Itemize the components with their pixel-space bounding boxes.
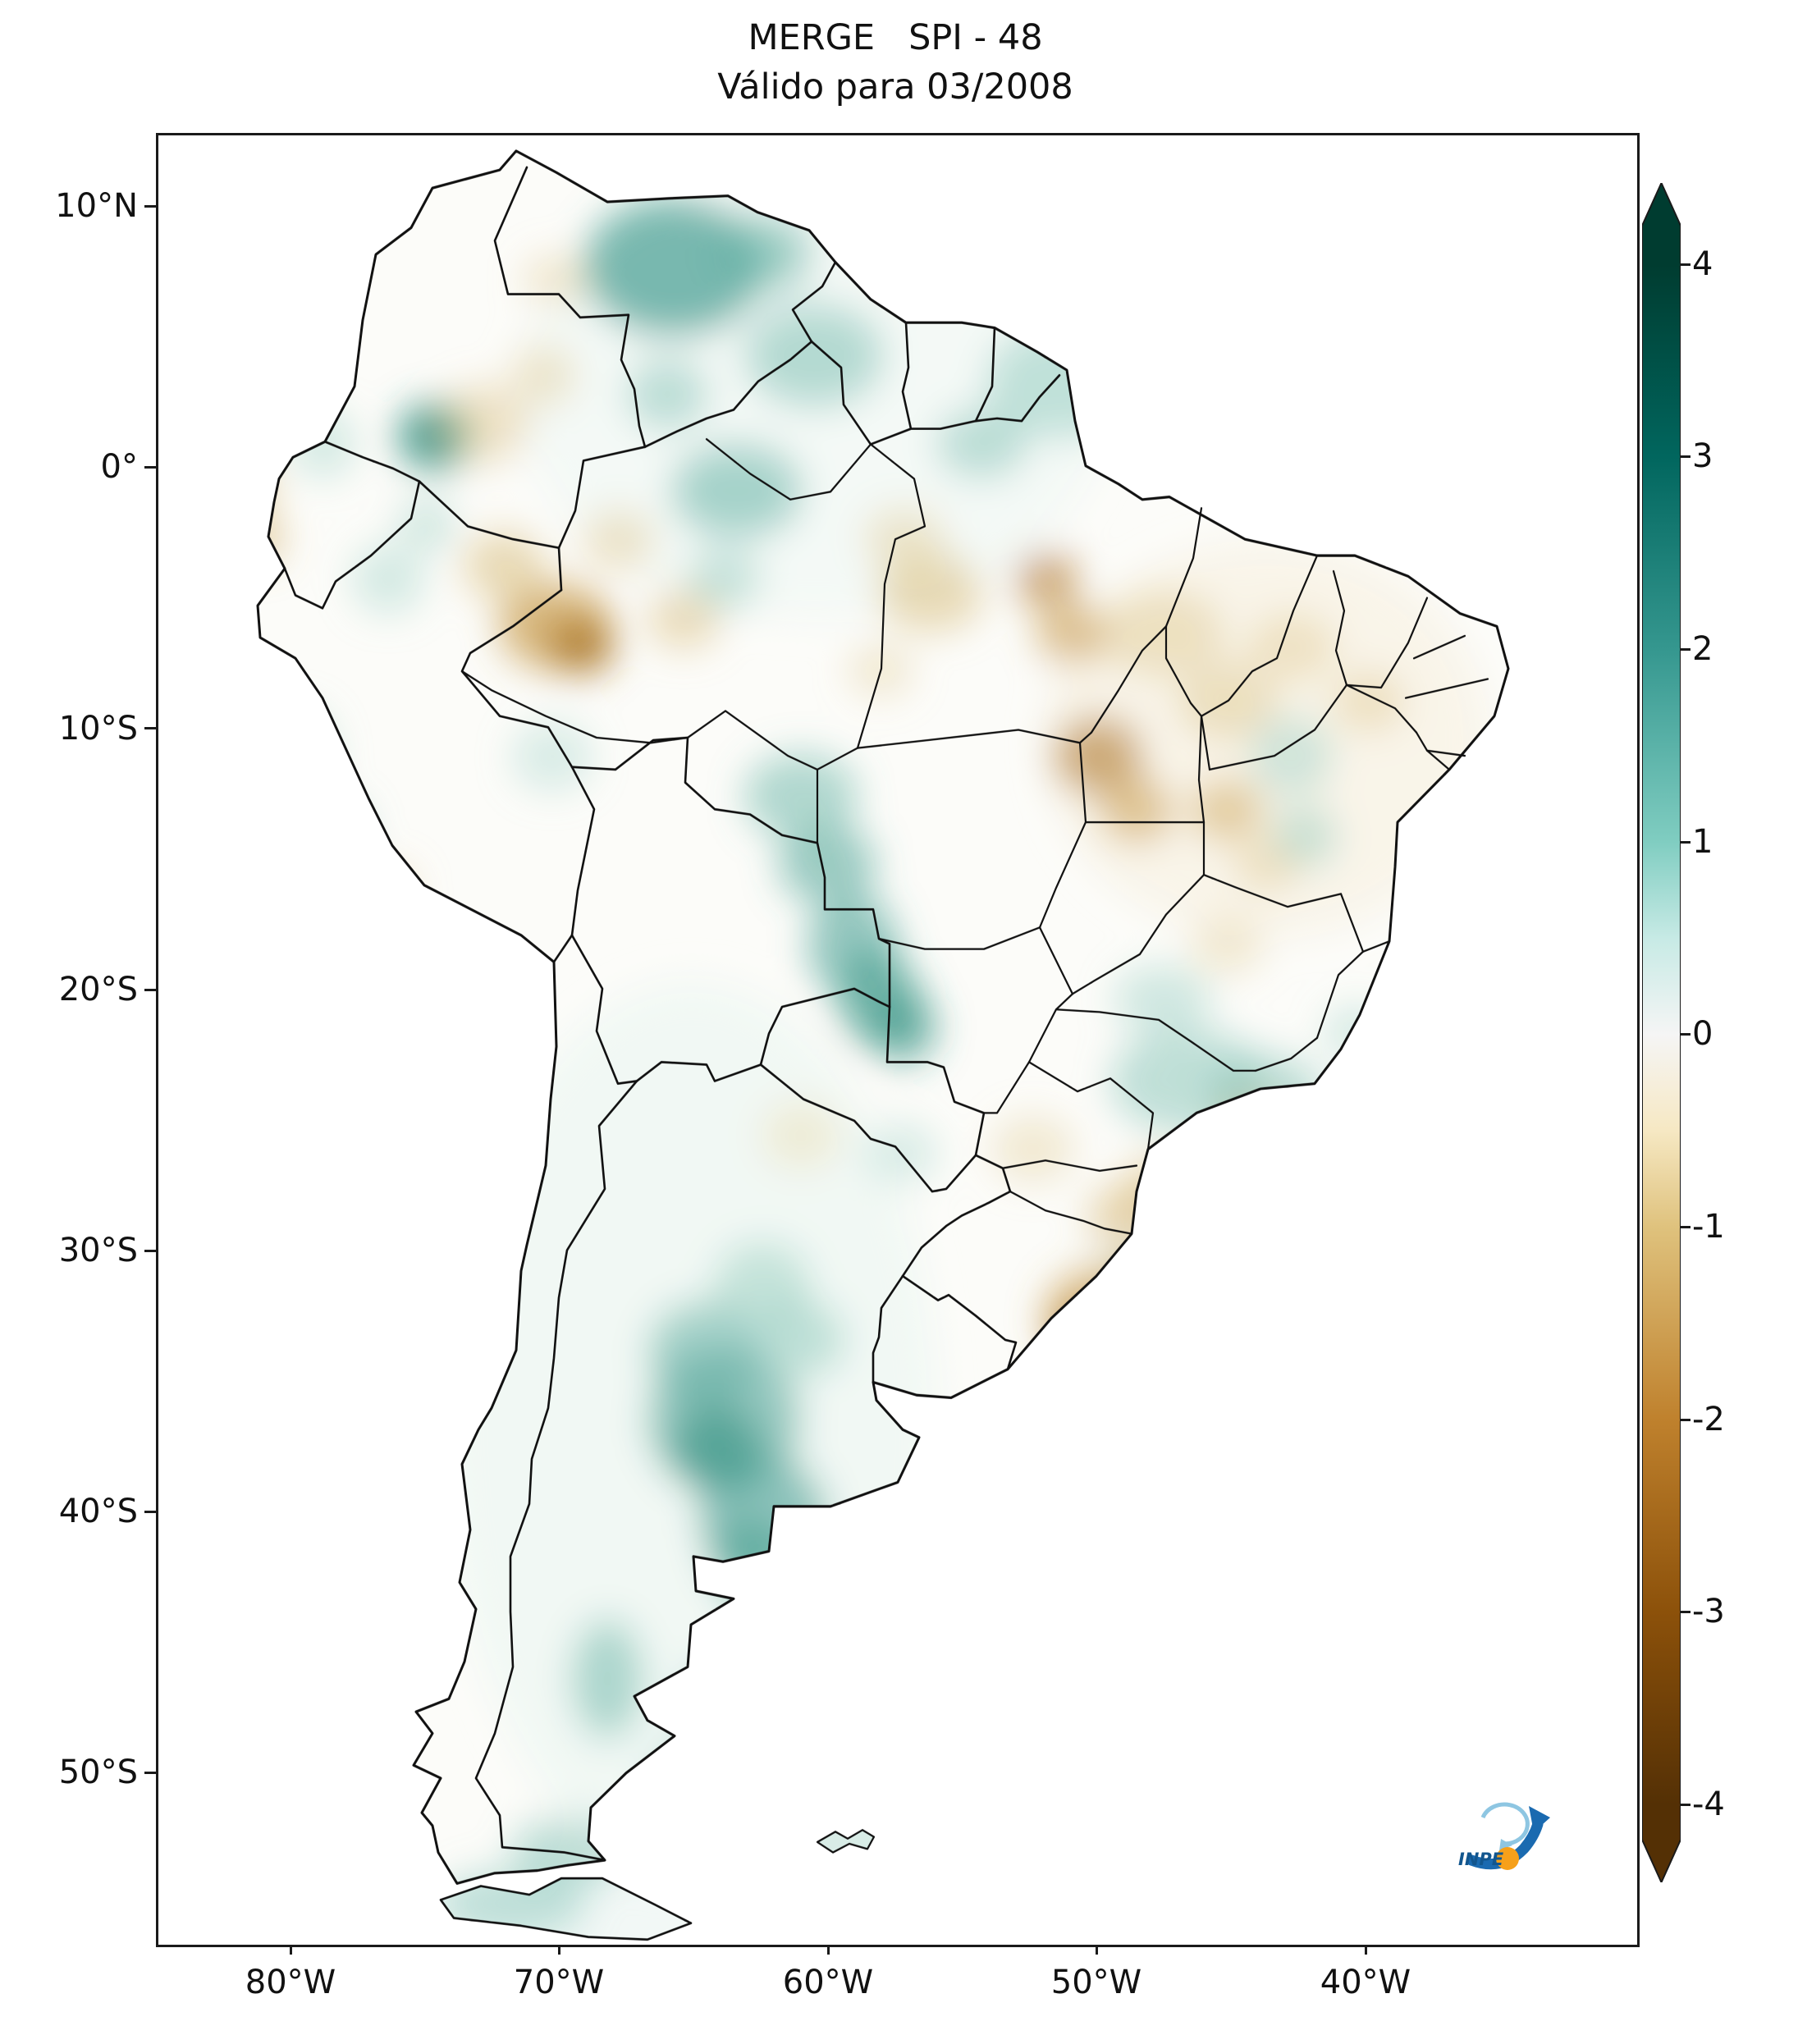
colorbar-tick-mark	[1681, 648, 1690, 651]
x-tick-label: 80°W	[245, 1964, 336, 2001]
x-tick-mark	[1096, 1943, 1098, 1955]
colorbar-tick-mark	[1681, 1419, 1690, 1421]
colorbar-tick-label: 2	[1692, 630, 1713, 668]
colorbar-tick-mark	[1681, 263, 1690, 266]
falkland-islands	[816, 1828, 876, 1854]
x-tick-label: 60°W	[782, 1964, 874, 2001]
colorbar-tick-label: 4	[1692, 245, 1713, 283]
inpe-logo: INPE	[1458, 1802, 1550, 1870]
inpe-swirl-icon	[1480, 1802, 1530, 1846]
figure-title: MERGE SPI - 48	[748, 17, 1043, 58]
y-tick-label: 10°S	[58, 710, 138, 748]
colorbar	[1642, 183, 1681, 1882]
inpe-ball-icon	[1496, 1847, 1519, 1870]
y-tick-label: 0°	[100, 448, 138, 486]
y-tick-mark	[144, 205, 156, 208]
y-tick-mark	[144, 1250, 156, 1252]
coastline	[256, 149, 1510, 1885]
inpe-arrow-icon	[1466, 1818, 1544, 1870]
colorbar-tick-mark	[1681, 841, 1690, 844]
colorbar-tick-label: -2	[1692, 1401, 1725, 1438]
colorbar-tick-label: 0	[1692, 1015, 1713, 1053]
x-tick-mark	[1365, 1943, 1367, 1955]
y-tick-label: 10°N	[55, 187, 138, 225]
tierra-del-fuego-coast	[439, 1877, 693, 1941]
y-tick-label: 50°S	[58, 1754, 138, 1791]
x-tick-label: 40°W	[1320, 1964, 1411, 2001]
y-tick-mark	[144, 1772, 156, 1774]
colorbar-tick-label: 1	[1692, 823, 1713, 861]
colorbar-tick-mark	[1681, 1804, 1690, 1806]
map-plot-area: INPE	[156, 133, 1640, 1947]
inpe-arrowhead-icon	[1529, 1806, 1550, 1832]
inpe-swirl-arrowhead-icon	[1499, 1839, 1512, 1850]
y-tick-mark	[144, 1511, 156, 1513]
x-tick-mark	[827, 1943, 830, 1955]
colorbar-tick-label: -4	[1692, 1786, 1725, 1823]
colorbar-tick-mark	[1681, 1226, 1690, 1228]
colorbar-tick-mark	[1681, 1033, 1690, 1036]
colorbar-tick-label: -1	[1692, 1208, 1725, 1246]
x-tick-label: 50°W	[1050, 1964, 1142, 2001]
colorbar-gradient	[1642, 183, 1681, 1882]
inpe-logo-text: INPE	[1458, 1850, 1504, 1869]
colorbar-tick-label: 3	[1692, 437, 1713, 475]
y-tick-label: 30°S	[58, 1232, 138, 1269]
colorbar-tick-mark	[1681, 1611, 1690, 1613]
y-tick-mark	[144, 727, 156, 729]
y-tick-label: 40°S	[58, 1493, 138, 1530]
x-tick-mark	[558, 1943, 560, 1955]
y-tick-mark	[144, 466, 156, 469]
colorbar-tick-label: -3	[1692, 1593, 1725, 1630]
figure-subtitle: Válido para 03/2008	[717, 66, 1073, 107]
x-tick-mark	[290, 1943, 292, 1955]
y-tick-label: 20°S	[58, 971, 138, 1008]
colorbar-tick-mark	[1681, 455, 1690, 458]
x-tick-label: 70°W	[513, 1964, 605, 2001]
y-tick-mark	[144, 989, 156, 991]
map-canvas	[256, 149, 1510, 1941]
state-borders	[460, 437, 1489, 1235]
